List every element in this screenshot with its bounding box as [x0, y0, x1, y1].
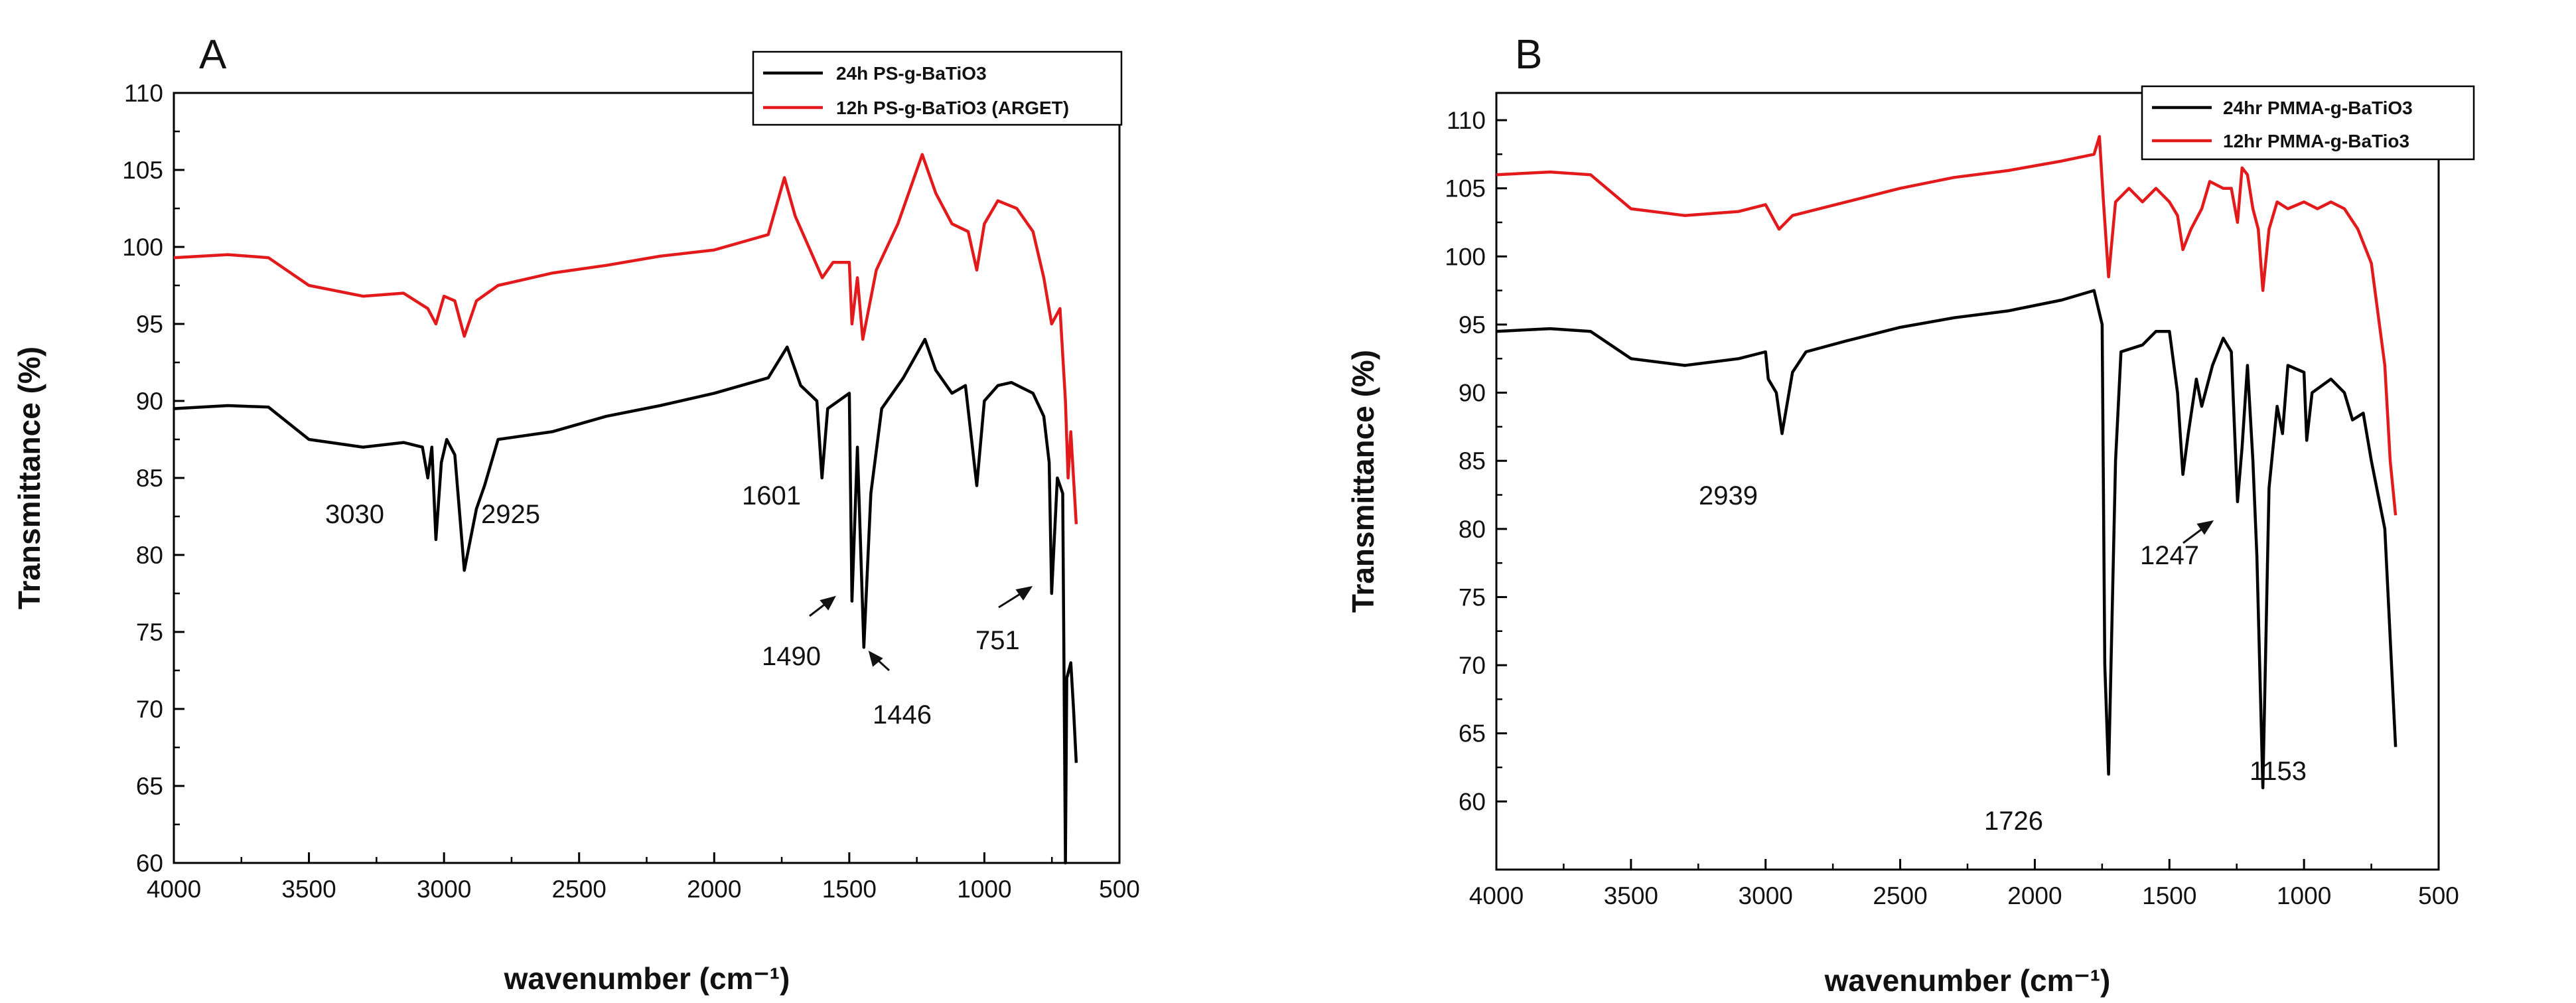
x-axis-ticks-b: 4000 3500 3000 2500 2000 1500 1000 500 [1469, 859, 2459, 909]
annotation-2925: 2925 [481, 500, 540, 529]
y-tick-label-a: 90 [136, 388, 163, 415]
y-tick-label-b: 105 [1445, 175, 1486, 202]
x-tick-label-a: 1000 [957, 876, 1011, 903]
annotations-a: 3030 2925 1601 1490 1446 751 [325, 481, 1033, 730]
y-tick-label-b: 95 [1459, 311, 1486, 339]
x-axis-ticks-a: 4000 3500 3000 2500 2000 1500 1000 500 [147, 852, 1140, 903]
legend-entry-24hr-pmma: 24hr PMMA-g-BaTiO3 [2223, 98, 2413, 118]
annotation-1601: 1601 [742, 481, 801, 510]
y-tick-label-a: 100 [122, 234, 163, 261]
x-tick-label-a: 3000 [417, 876, 471, 903]
y-axis-label-a: Transmittance (%) [12, 347, 46, 609]
x-tick-label-b: 4000 [1469, 882, 1524, 909]
arrow-head-1490 [820, 595, 836, 611]
y-tick-label-a: 80 [136, 542, 163, 569]
series-line-24h-ps [173, 337, 1078, 865]
legend-entry-12hr-pmma: 12hr PMMA-g-BaTio3 [2223, 131, 2409, 151]
x-tick-label-b: 1500 [2142, 882, 2196, 909]
y-tick-label-b: 80 [1459, 516, 1486, 543]
x-tick-label-a: 1500 [822, 876, 877, 903]
legend-a: 24h PS-g-BaTiO3 12h PS-g-BaTiO3 (ARGET) [752, 50, 1123, 126]
y-tick-label-b: 70 [1459, 652, 1486, 679]
y-tick-label-a: 95 [136, 311, 163, 338]
y-axis-ticks-b: 60 65 70 75 80 85 90 95 100 105 110 [1445, 107, 1507, 815]
legend-box-b [2141, 85, 2475, 161]
panel-a: A 60 65 70 75 80 85 90 95 100 105 110 4000 3500 3000… [12, 32, 1140, 996]
x-tick-label-a: 3500 [281, 876, 336, 903]
legend-entry-12h-ps: 12h PS-g-BaTiO3 (ARGET) [836, 98, 1069, 118]
y-axis-ticks-a: 60 65 70 75 80 85 90 95 100 105 110 [122, 80, 184, 877]
annotations-b: 2939 1726 1247 1153 [1699, 481, 2307, 836]
annotation-1490: 1490 [762, 642, 821, 671]
y-tick-label-b: 100 [1445, 243, 1486, 270]
legend-b: 24hr PMMA-g-BaTiO3 12hr PMMA-g-BaTio3 [2141, 85, 2475, 161]
arrow-head-1446 [868, 651, 883, 667]
y-tick-label-a: 65 [136, 773, 163, 800]
annotation-3030: 3030 [325, 500, 384, 529]
annotation-2939: 2939 [1699, 481, 1758, 510]
panel-label-a: A [199, 32, 227, 78]
annotation-1726: 1726 [1984, 807, 2043, 836]
x-axis-label-a: wavenumber (cm⁻¹) [504, 961, 790, 996]
legend-entry-24h-ps: 24h PS-g-BaTiO3 [836, 63, 987, 84]
y-tick-label-a: 70 [136, 696, 163, 723]
x-tick-label-a: 4000 [147, 876, 201, 903]
y-tick-label-a: 60 [136, 850, 163, 877]
y-tick-label-a: 85 [136, 465, 163, 492]
y-tick-label-b: 85 [1459, 447, 1486, 475]
y-tick-label-b: 90 [1459, 380, 1486, 407]
y-tick-label-b: 60 [1459, 788, 1486, 815]
series-line-12hr-pmma [1496, 135, 2397, 516]
annotation-arrows-b [2182, 520, 2214, 544]
annotation-arrows-a [809, 585, 1033, 672]
x-axis-label-b: wavenumber (cm⁻¹) [1824, 963, 2111, 998]
arrow-head-1247 [2196, 520, 2214, 535]
x-tick-label-b: 3500 [1604, 882, 1658, 909]
x-tick-label-a: 500 [1099, 876, 1140, 903]
y-tick-label-b: 75 [1459, 583, 1486, 611]
y-tick-label-a: 75 [136, 619, 163, 646]
legend-box-a [752, 50, 1123, 126]
panel-b: B 60 65 70 75 80 85 90 95 100 105 110 4000 3500 3000… [1346, 32, 2475, 998]
x-tick-label-b: 2500 [1873, 882, 1927, 909]
y-tick-label-a: 110 [124, 80, 163, 107]
y-axis-label-b: Transmittance (%) [1346, 350, 1380, 613]
y-tick-label-b: 65 [1459, 720, 1486, 747]
y-tick-label-a: 105 [122, 157, 163, 184]
x-tick-label-b: 500 [2418, 882, 2459, 909]
series-line-24hr-pmma [1496, 289, 2397, 790]
x-tick-label-a: 2500 [552, 876, 607, 903]
x-tick-label-b: 2000 [2007, 882, 2062, 909]
y-tick-label-b: 110 [1447, 107, 1486, 134]
series-line-12h-ps-arget [173, 153, 1078, 524]
x-tick-label-a: 2000 [687, 876, 741, 903]
x-tick-label-b: 1000 [2277, 882, 2331, 909]
arrow-head-751 [1015, 585, 1033, 601]
annotation-1153: 1153 [2250, 757, 2307, 786]
annotation-1247: 1247 [2140, 541, 2199, 570]
annotation-1446: 1446 [873, 700, 932, 730]
x-tick-label-b: 3000 [1739, 882, 1793, 909]
annotation-751: 751 [975, 626, 1020, 655]
panel-label-b: B [1515, 32, 1542, 78]
